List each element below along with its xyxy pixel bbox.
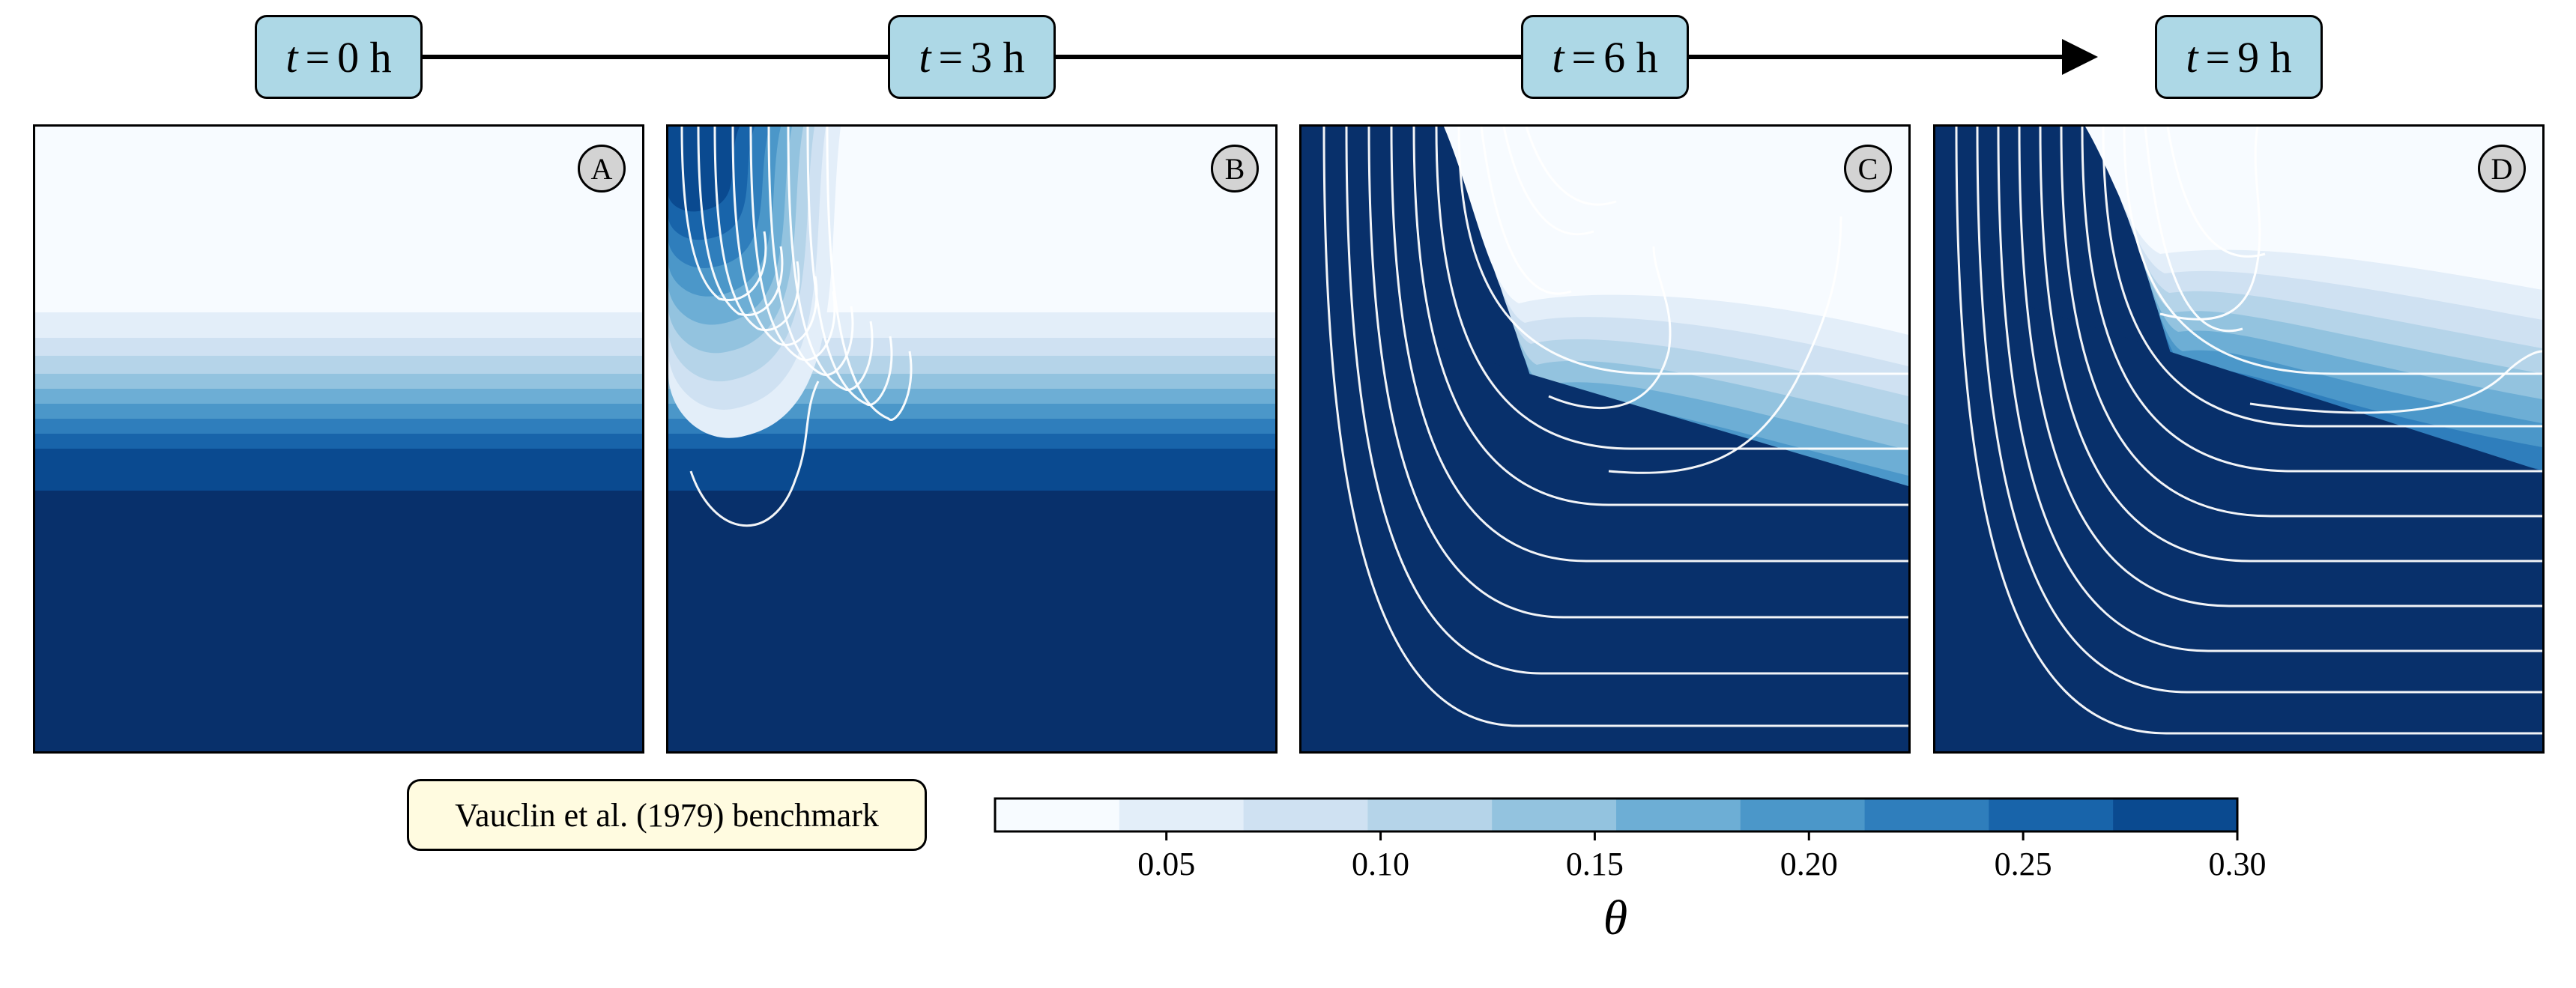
wetting-front <box>668 127 740 212</box>
colorbar-tick-label: 0.15 <box>1565 846 1624 882</box>
streamline <box>1976 127 2542 694</box>
colorbar-tick-label: 0.10 <box>1352 846 1410 882</box>
streamline <box>2018 127 2542 607</box>
streamline <box>1390 127 1908 563</box>
streamline <box>1997 127 2542 652</box>
streamline <box>1955 127 2542 735</box>
time-label-6h: t = 6 h <box>1521 15 1689 99</box>
colorbar-segment <box>1243 798 1368 831</box>
colorbar-segment <box>1989 798 2114 831</box>
colorbar-segment <box>1740 798 1866 831</box>
time-label-9h: t = 9 h <box>2155 15 2323 99</box>
colorbar-segment <box>1864 798 1989 831</box>
streamline <box>1480 127 1572 295</box>
benchmark-label: Vauclin et al. (1979) benchmark <box>407 779 927 851</box>
theta-band <box>1444 127 1908 335</box>
streamline <box>2102 127 2542 428</box>
colorbar-segment <box>1492 798 1617 831</box>
streamline <box>1345 127 1908 675</box>
streamline <box>1525 127 1617 206</box>
colorbar-tick-label: 0.30 <box>2208 846 2267 882</box>
timeline-arrowhead <box>2062 39 2098 75</box>
streamline <box>1608 216 1842 474</box>
streamline <box>2081 127 2542 473</box>
streamline <box>1548 246 1672 409</box>
colorbar-tick-label: 0.20 <box>1780 846 1838 882</box>
streamline <box>806 127 893 406</box>
streamline <box>787 127 874 391</box>
streamline <box>2159 127 2261 321</box>
streamline <box>1412 127 1908 506</box>
colorbar-segment <box>995 798 1120 831</box>
panel-d: D <box>1933 124 2545 754</box>
panel-b-field <box>668 127 1275 751</box>
panel-label-d: D <box>2478 145 2526 193</box>
streamline <box>1502 127 1594 236</box>
theta-band <box>668 491 1275 751</box>
streamline <box>1367 127 1908 619</box>
colorbar-segment <box>2113 798 2238 831</box>
colorbar-tick-label: 0.05 <box>1137 846 1196 882</box>
streamline <box>749 127 836 361</box>
panel-a: A <box>33 124 644 754</box>
theta-band <box>35 491 642 751</box>
panel-a-field <box>35 127 642 751</box>
streamline <box>1457 127 1908 375</box>
panel-c: C <box>1299 124 1911 754</box>
colorbar-segment <box>1367 798 1493 831</box>
panel-d-field <box>1935 127 2542 751</box>
colorbar-tick-label: 0.25 <box>1994 846 2052 882</box>
colorbar-frame <box>994 797 2239 833</box>
theta-band <box>2085 127 2542 290</box>
streamline <box>767 127 854 376</box>
time-label-3h: t = 3 h <box>888 15 1056 99</box>
streamline <box>826 127 913 421</box>
streamline <box>689 381 820 527</box>
time-label-0h: t = 0 h <box>255 15 423 99</box>
streamline <box>680 127 767 301</box>
streamline <box>1322 127 1908 727</box>
panel-label-b: B <box>1211 145 1259 193</box>
streamline <box>2249 350 2542 414</box>
streamline <box>2166 127 2266 258</box>
colorbar-label: θ <box>1603 891 1628 945</box>
panel-label-c: C <box>1844 145 1892 193</box>
streamline <box>713 127 800 331</box>
streamline <box>2144 127 2243 333</box>
streamline <box>2123 127 2542 375</box>
streamline <box>2039 127 2542 563</box>
panel-b: B <box>666 124 1278 754</box>
panel-c-field <box>1301 127 1908 751</box>
streamline <box>1435 127 1908 450</box>
panel-label-a: A <box>578 145 626 193</box>
streamline <box>731 127 818 346</box>
colorbar-segment <box>1119 798 1245 831</box>
streamline <box>2060 127 2542 518</box>
colorbar-segment <box>1616 798 1741 831</box>
